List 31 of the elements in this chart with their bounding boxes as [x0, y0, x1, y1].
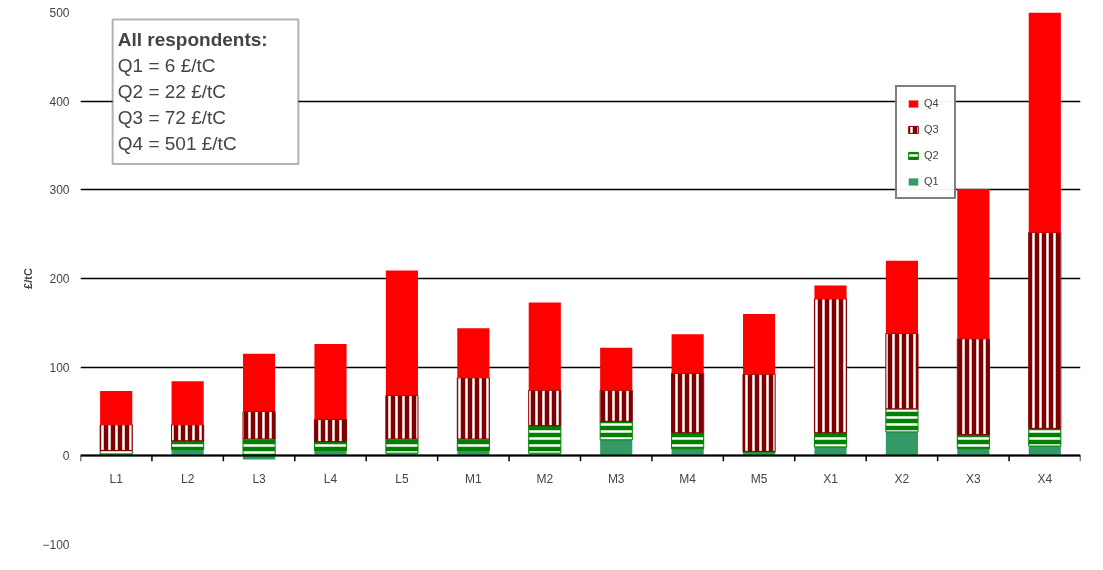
x-tick-label: M5 [750, 471, 768, 486]
annotation: All respondents: [117, 28, 268, 50]
legend-label: Q1 [924, 175, 940, 187]
y-tick-label: 100 [49, 360, 70, 375]
y-tick-label: 300 [49, 183, 70, 198]
y-axis-title: £/tC [22, 268, 35, 289]
x-tick-label: M2 [536, 471, 554, 486]
x-tick-label: L2 [180, 471, 195, 486]
x-tick-label: X1 [823, 471, 839, 486]
x-tick-label: L3 [252, 471, 267, 486]
x-tick-label: L5 [395, 471, 409, 486]
x-tick-label: M1 [465, 471, 483, 486]
x-tick-label: M3 [607, 471, 625, 486]
y-tick-label: −100 [42, 538, 70, 552]
x-tick-label: X2 [894, 471, 910, 486]
x-tick-label: L1 [109, 471, 124, 486]
annotation: Q3 = 72 £/tC [117, 106, 227, 128]
x-tick-label: L4 [323, 471, 338, 486]
annotation: Q2 = 22 £/tC [117, 80, 227, 102]
annotation: Q1 = 6 £/tC [117, 54, 216, 76]
y-tick-label: 0 [62, 449, 70, 464]
x-tick-label: X3 [966, 471, 982, 486]
y-tick-label: 200 [49, 272, 70, 286]
y-tick-label: 400 [49, 94, 70, 109]
x-tick-label: X4 [1037, 471, 1053, 486]
legend-label: Q3 [924, 123, 940, 135]
y-tick-label: 500 [49, 6, 70, 20]
legend-label: Q2 [924, 149, 940, 161]
legend-label: Q4 [924, 97, 940, 109]
annotation: Q4 = 501 £/tC [117, 132, 237, 154]
x-tick-label: M4 [679, 471, 697, 486]
